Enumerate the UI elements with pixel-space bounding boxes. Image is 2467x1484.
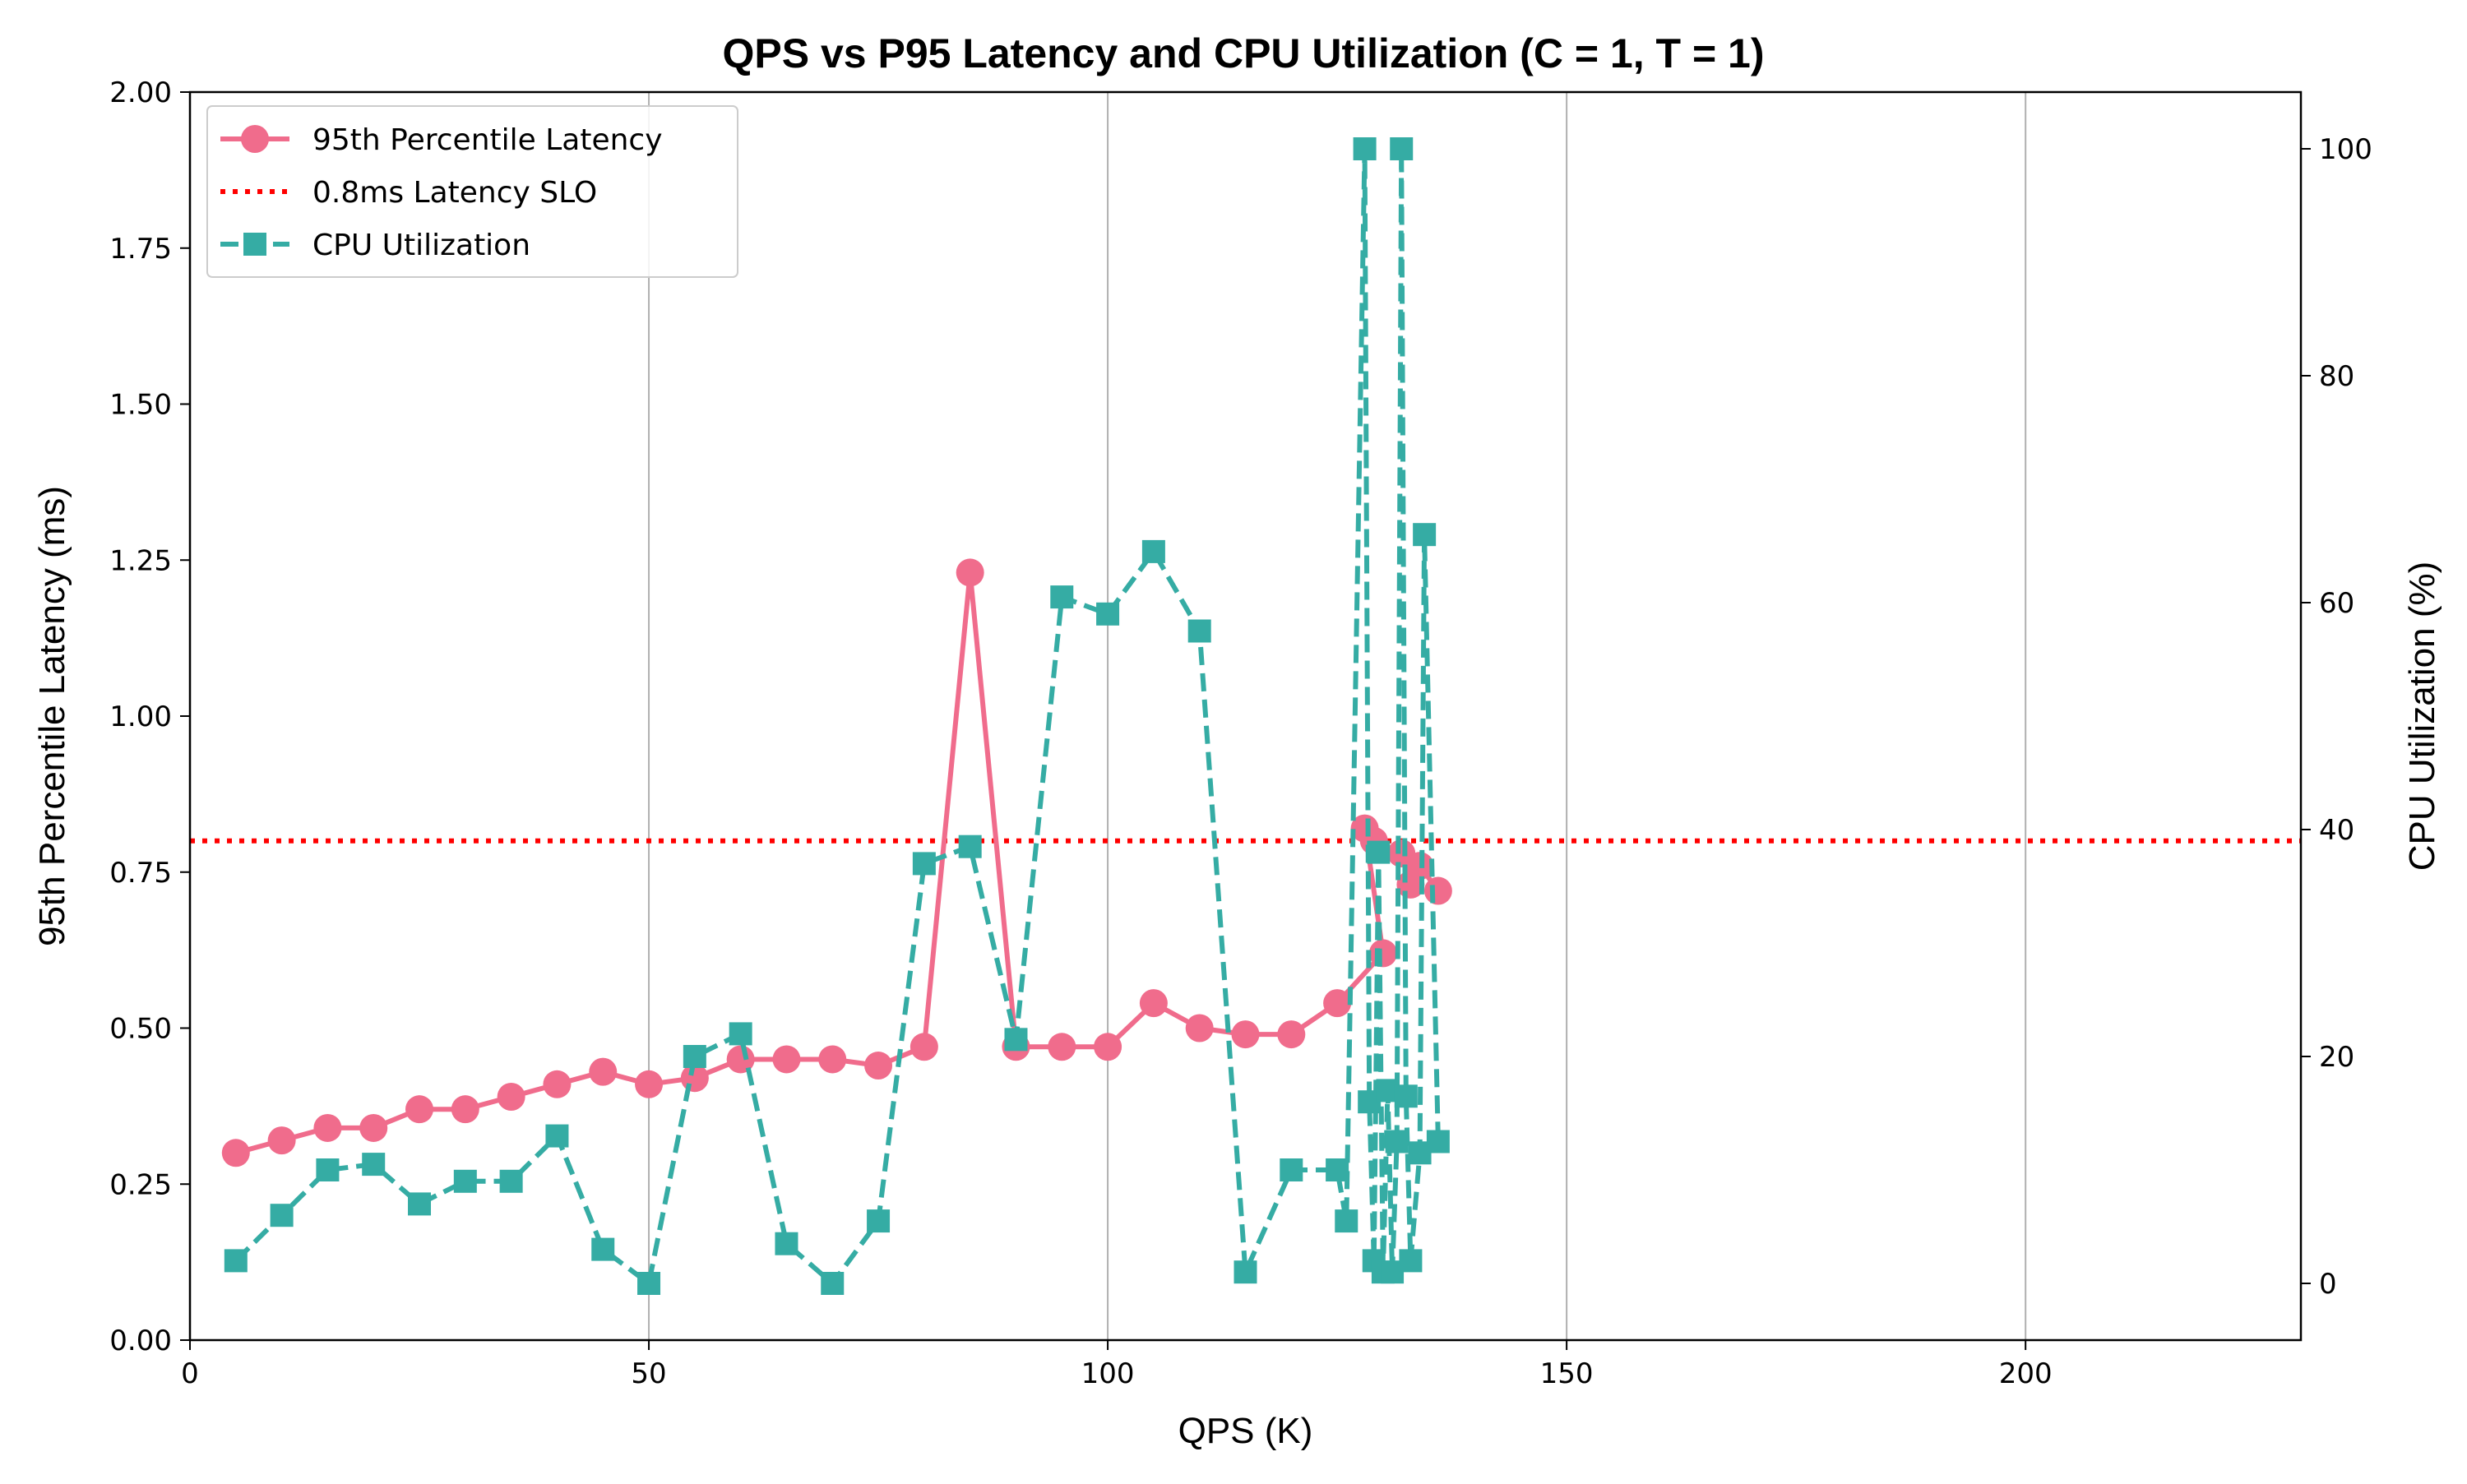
latency-point — [1277, 1020, 1306, 1049]
cpu-point — [270, 1204, 294, 1227]
y-tick-label: 0.75 — [109, 857, 172, 890]
legend-label: CPU Utilization — [312, 229, 530, 262]
cpu-point — [867, 1209, 891, 1233]
x-tick-label: 200 — [1999, 1357, 2053, 1390]
legend-box — [206, 105, 738, 278]
latency-point — [543, 1070, 572, 1098]
x-tick-label: 0 — [181, 1357, 199, 1390]
cpu-point — [775, 1232, 798, 1255]
latency-point — [726, 1045, 755, 1074]
cpu-point — [545, 1124, 569, 1148]
cpu-point — [224, 1249, 248, 1273]
cpu-point — [316, 1158, 340, 1181]
latency-point — [1423, 876, 1452, 905]
latency-point — [405, 1095, 434, 1124]
cpu-point — [637, 1272, 661, 1295]
cpu-point — [499, 1169, 523, 1193]
y-tick-label: 2.00 — [109, 76, 172, 109]
y-tick-label: 0.50 — [109, 1013, 172, 1046]
cpu-point — [821, 1272, 845, 1295]
latency-point — [451, 1095, 479, 1124]
cpu-point — [958, 834, 982, 858]
y-axis-label: 95th Percentile Latency (ms) — [32, 486, 72, 946]
legend: 95th Percentile Latency 0.8ms Latency SLO… — [206, 105, 738, 278]
cpu-point — [591, 1237, 615, 1261]
cpu-point — [1141, 539, 1165, 563]
latency-point — [635, 1070, 664, 1098]
latency-series — [221, 558, 1452, 1167]
legend-label: 0.8ms Latency SLO — [312, 176, 597, 210]
latency-point — [956, 558, 984, 587]
latency-point — [497, 1082, 525, 1111]
y-tick-label: 1.25 — [109, 544, 172, 577]
cpu-point — [1394, 1084, 1418, 1108]
cpu-line — [234, 146, 1441, 1286]
latency-point — [1368, 939, 1397, 968]
legend-cpu-marker — [243, 233, 266, 256]
cpu-point — [453, 1169, 477, 1193]
cpu-point — [912, 852, 936, 876]
grid — [648, 92, 2027, 1340]
x-tick-label: 50 — [631, 1357, 666, 1390]
cpu-point — [1004, 1028, 1028, 1052]
latency-point — [910, 1033, 938, 1061]
cpu-point — [1234, 1260, 1257, 1284]
y2-tick-label: 0 — [2319, 1268, 2337, 1301]
cpu-point — [1280, 1158, 1303, 1181]
series-layer — [221, 137, 1452, 1295]
ticks: 0 50 100 150 2000.000.250.500.751.001.251.50… — [109, 76, 2372, 1390]
cpu-series — [224, 137, 1450, 1295]
y-tick-label: 0.00 — [109, 1325, 172, 1357]
cpu-point — [1187, 619, 1211, 643]
latency-point — [359, 1113, 388, 1142]
legend-latency-marker — [241, 125, 269, 153]
latency-point — [1094, 1033, 1122, 1061]
cpu-point — [1426, 1130, 1450, 1153]
y2-tick-label: 100 — [2319, 133, 2372, 166]
y2-axis-label: CPU Utilization (%) — [2402, 562, 2442, 871]
cpu-point — [1385, 1130, 1409, 1153]
cpu-point — [1390, 137, 1414, 160]
cpu-point — [1050, 585, 1074, 609]
cpu-point — [1399, 1249, 1423, 1273]
y2-tick-label: 80 — [2319, 360, 2354, 393]
y-tick-label: 1.00 — [109, 700, 172, 733]
latency-point — [772, 1045, 801, 1074]
legend-label: 95th Percentile Latency — [312, 123, 663, 157]
chart-title: QPS vs P95 Latency and CPU Utilization (… — [722, 30, 1764, 76]
cpu-point — [362, 1153, 386, 1177]
latency-point — [1231, 1020, 1260, 1049]
cpu-point — [408, 1192, 432, 1216]
latency-point — [1185, 1014, 1214, 1042]
latency-point — [1048, 1033, 1076, 1061]
y-tick-label: 1.50 — [109, 389, 172, 422]
cpu-point — [683, 1045, 706, 1068]
y-tick-label: 1.75 — [109, 233, 172, 266]
x-axis-label: QPS (K) — [1178, 1411, 1313, 1451]
latency-point — [313, 1113, 342, 1142]
latency-point — [1139, 989, 1168, 1018]
cpu-point — [729, 1022, 752, 1046]
x-tick-label: 100 — [1081, 1357, 1135, 1390]
latency-point — [818, 1045, 847, 1074]
latency-point — [589, 1057, 618, 1086]
cpu-point — [1353, 137, 1377, 160]
y2-tick-label: 40 — [2319, 814, 2354, 847]
latency-point — [267, 1126, 296, 1155]
latency-point — [221, 1139, 250, 1167]
cpu-point — [1413, 523, 1437, 547]
cpu-point — [1096, 602, 1120, 626]
y-tick-label: 0.25 — [109, 1168, 172, 1201]
y2-tick-label: 60 — [2319, 587, 2354, 620]
cpu-point — [1367, 840, 1391, 864]
latency-point — [1323, 989, 1352, 1018]
x-tick-label: 150 — [1540, 1357, 1594, 1390]
y2-tick-label: 20 — [2319, 1041, 2354, 1074]
latency-point — [864, 1052, 893, 1080]
cpu-point — [1335, 1209, 1358, 1233]
cpu-point — [1326, 1158, 1349, 1181]
